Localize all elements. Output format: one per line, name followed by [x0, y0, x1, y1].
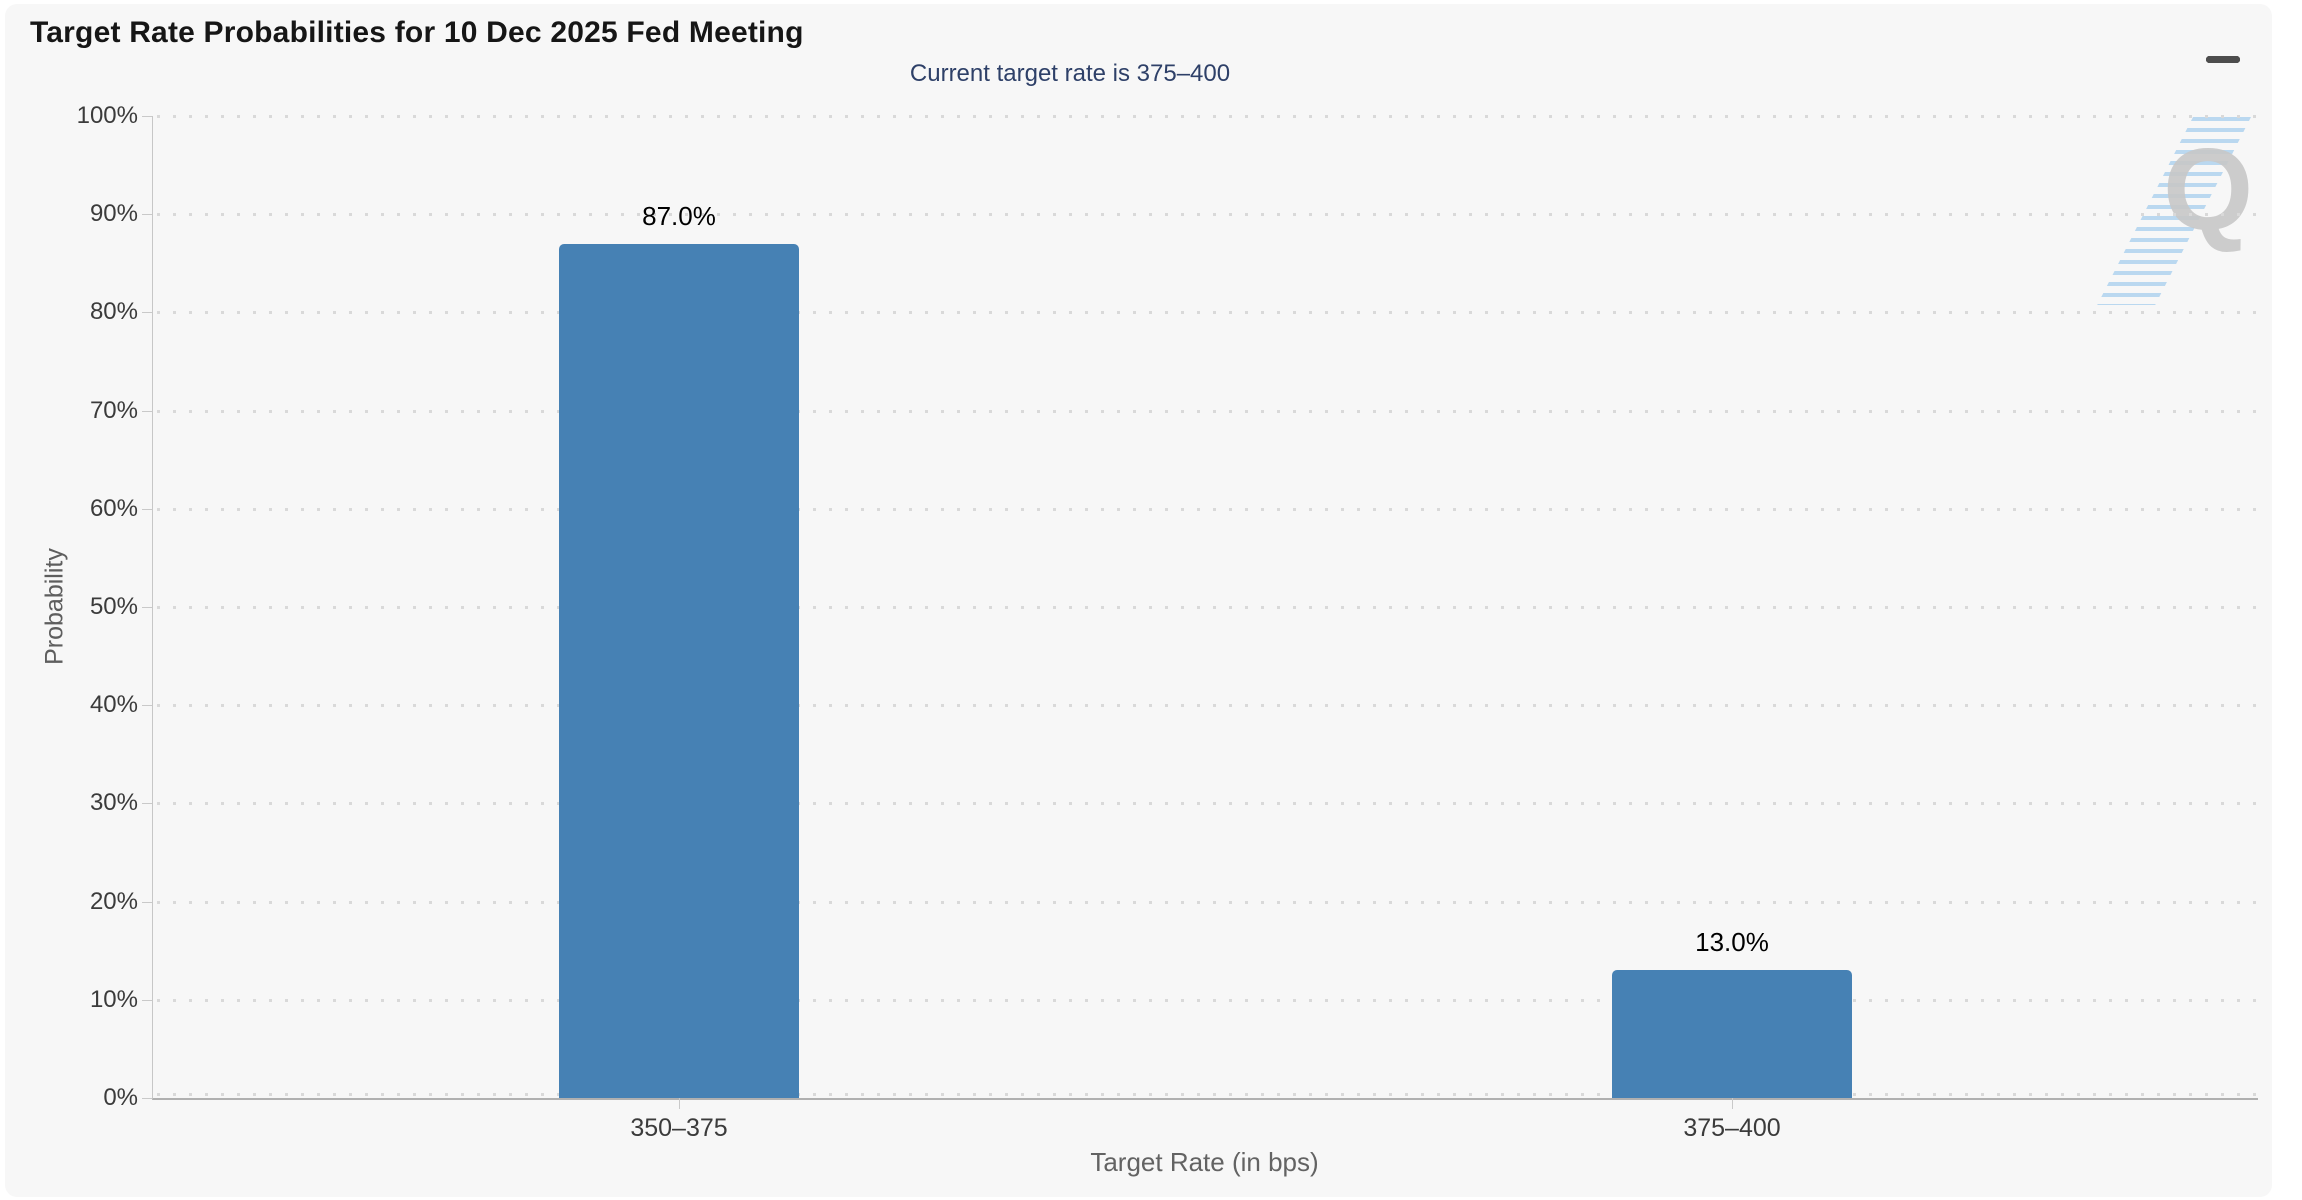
- gridline: [157, 115, 2258, 118]
- gridline: [157, 1093, 2258, 1096]
- gridline: [157, 606, 2258, 609]
- chart-card: Target Rate Probabilities for 10 Dec 202…: [5, 4, 2272, 1197]
- gridline: [157, 704, 2258, 707]
- chart-title: Target Rate Probabilities for 10 Dec 202…: [30, 16, 804, 49]
- gridline: [157, 213, 2258, 216]
- y-axis-tick: [142, 1098, 152, 1099]
- y-axis-tick-label: 30%: [89, 789, 138, 816]
- y-axis-tick-label: 60%: [89, 495, 138, 522]
- gridline: [157, 508, 2258, 511]
- x-axis-tick: [679, 1098, 680, 1109]
- y-axis-tick: [142, 902, 152, 903]
- y-axis-tick-label: 10%: [89, 986, 138, 1013]
- y-axis-tick-label: 100%: [76, 102, 138, 129]
- y-axis-tick: [142, 214, 152, 215]
- bar-value-label: 87.0%: [642, 201, 716, 231]
- x-axis-tick-label: 375–400: [1683, 1114, 1781, 1142]
- x-axis-tick: [1732, 1098, 1733, 1109]
- y-axis-tick: [142, 509, 152, 510]
- y-axis-tick: [142, 312, 152, 313]
- x-axis-tick-label: 350–375: [630, 1114, 728, 1142]
- y-axis-tick: [142, 116, 152, 117]
- y-axis-tick: [142, 607, 152, 608]
- bar-value-label: 13.0%: [1695, 927, 1769, 957]
- gridline: [157, 802, 2258, 805]
- chart-subtitle: Current target rate is 375–400: [909, 60, 1231, 87]
- bar[interactable]: [1612, 970, 1852, 1098]
- plot-area: 0% 10% 20% 30% 40% 50% 60% 70% 80% 90% 100% 87.0% 35…: [77, 103, 2258, 1142]
- y-axis-tick-label: 80%: [89, 298, 138, 325]
- y-axis-tick: [142, 411, 152, 412]
- gridline: [157, 999, 2258, 1002]
- y-axis-tick: [142, 1000, 152, 1001]
- y-axis-tick-label: 40%: [89, 691, 138, 718]
- y-axis-tick-label: 50%: [89, 593, 138, 620]
- gridline: [157, 901, 2258, 904]
- y-axis-tick: [142, 705, 152, 706]
- y-axis-tick: [142, 803, 152, 804]
- y-axis-tick-label: 0%: [103, 1084, 138, 1111]
- y-axis-title: Probability: [40, 548, 69, 665]
- bar[interactable]: [559, 244, 799, 1098]
- y-axis-tick-label: 20%: [89, 888, 138, 915]
- chart-context-menu-button[interactable]: [2206, 24, 2252, 68]
- gridline: [157, 410, 2258, 413]
- gridline: [157, 311, 2258, 314]
- x-axis-title: Target Rate (in bps): [1090, 1147, 1319, 1177]
- y-axis-tick-label: 90%: [89, 200, 138, 227]
- y-axis-tick-label: 70%: [89, 397, 138, 424]
